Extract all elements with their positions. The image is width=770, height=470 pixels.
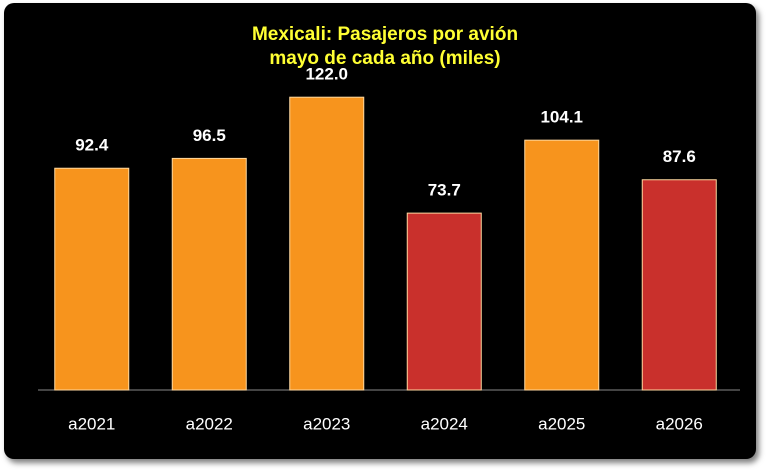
value-label: 73.7 xyxy=(428,181,461,200)
bar xyxy=(524,139,600,391)
chart-title: Mexicali: Pasajeros por avión xyxy=(252,24,518,45)
value-label: 92.4 xyxy=(75,136,109,155)
x-tick-label: a2024 xyxy=(421,414,468,433)
value-label: 96.5 xyxy=(193,126,226,145)
x-tick-label: a2026 xyxy=(656,414,703,433)
x-tick-label: a2023 xyxy=(303,414,350,433)
x-tick-label: a2021 xyxy=(68,414,115,433)
value-label: 122.0 xyxy=(305,65,348,84)
bar xyxy=(289,96,365,391)
value-label: 87.6 xyxy=(663,147,696,166)
chart-subtitle: mayo de cada año (miles) xyxy=(269,48,500,69)
bar xyxy=(641,179,717,391)
value-label: 104.1 xyxy=(540,108,583,127)
x-tick-label: a2025 xyxy=(538,414,585,433)
bar xyxy=(54,167,130,391)
x-tick-label: a2022 xyxy=(186,414,233,433)
bar xyxy=(171,157,247,391)
bar xyxy=(406,212,482,391)
